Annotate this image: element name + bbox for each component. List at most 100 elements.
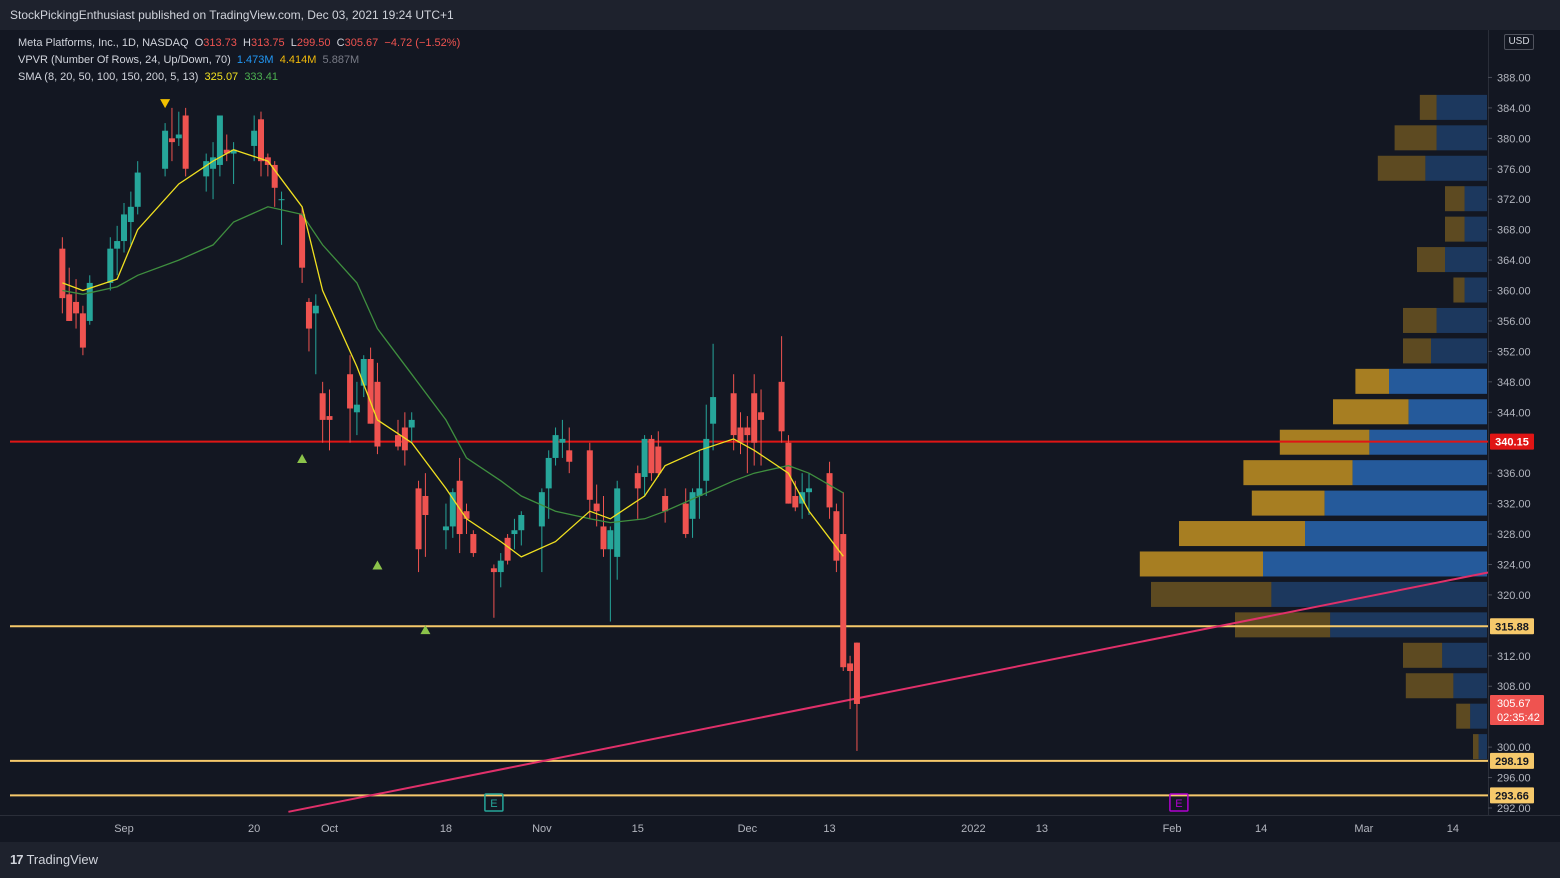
candle-body[interactable]	[312, 305, 319, 314]
candle-body[interactable]	[230, 149, 237, 154]
candle-body[interactable]	[59, 248, 66, 299]
candle-body[interactable]	[73, 301, 80, 314]
candle-body[interactable]	[552, 435, 559, 458]
candle-body[interactable]	[696, 488, 703, 496]
candle-body[interactable]	[127, 206, 134, 223]
candle-body[interactable]	[792, 495, 799, 508]
candle-body[interactable]	[593, 503, 600, 512]
candle-body[interactable]	[422, 495, 429, 516]
tradingview-logo[interactable]: 17 TradingView	[10, 852, 98, 867]
last-price-tag	[1490, 694, 1544, 725]
candle-body[interactable]	[456, 480, 463, 535]
candle-body[interactable]	[710, 397, 717, 424]
candle-body[interactable]	[271, 164, 278, 188]
candle-body[interactable]	[497, 560, 504, 573]
candle-body[interactable]	[833, 511, 840, 561]
price-chart[interactable]: E E 388.00 384.00 380.00 376.00 372.00 368.00 36…	[0, 30, 1560, 842]
candle-body[interactable]	[182, 115, 189, 169]
candle-body[interactable]	[442, 526, 449, 531]
candle-body[interactable]	[545, 457, 552, 489]
earnings-event-icon[interactable]	[484, 793, 504, 812]
candle-body[interactable]	[121, 214, 127, 242]
candle-body[interactable]	[511, 530, 518, 535]
time-axis[interactable]	[0, 815, 1488, 842]
candle-body[interactable]	[648, 438, 655, 474]
candle-body[interactable]	[641, 438, 648, 477]
candle-body[interactable]	[662, 495, 669, 512]
currency-badge[interactable]: USD	[1504, 34, 1534, 50]
candle-body[interactable]	[319, 393, 326, 420]
candle-body[interactable]	[758, 412, 765, 420]
candle-body[interactable]	[278, 199, 285, 201]
price-axis-label: 328.00	[1497, 529, 1531, 541]
candle-body[interactable]	[79, 313, 86, 348]
candle-body[interactable]	[730, 393, 737, 436]
candle-body[interactable]	[607, 530, 614, 550]
candle-body[interactable]	[223, 149, 230, 154]
candle-body[interactable]	[806, 488, 812, 493]
candle-body[interactable]	[415, 488, 422, 550]
price-tag-label: 340.15	[1495, 437, 1529, 449]
price-axis[interactable]	[1488, 30, 1560, 815]
candle-body[interactable]	[449, 492, 456, 527]
candle-body[interactable]	[347, 374, 354, 409]
volume-profile-down-bar	[1403, 642, 1443, 668]
candle-body[interactable]	[175, 134, 182, 139]
candle-body[interactable]	[210, 157, 217, 169]
candle-body[interactable]	[751, 393, 758, 443]
candle-body[interactable]	[168, 138, 175, 143]
candle-body[interactable]	[162, 130, 169, 169]
candle-body[interactable]	[538, 492, 545, 527]
candle-body[interactable]	[655, 446, 662, 474]
candle-body[interactable]	[840, 534, 847, 668]
candle-body[interactable]	[826, 473, 833, 508]
candle-body[interactable]	[353, 404, 360, 413]
candle-body[interactable]	[107, 248, 114, 283]
trendline[interactable]	[288, 571, 1489, 813]
legend-symbol[interactable]: Meta Platforms, Inc., 1D, NASDAQ	[18, 37, 189, 49]
candle-body[interactable]	[305, 301, 312, 329]
candle-body[interactable]	[374, 381, 381, 447]
candle-body[interactable]	[203, 161, 210, 177]
candle-body[interactable]	[689, 492, 696, 519]
candle-body[interactable]	[216, 115, 223, 165]
candle-body[interactable]	[258, 119, 264, 162]
candle-body[interactable]	[66, 294, 73, 321]
time-axis-label: 14	[1255, 823, 1267, 835]
candle-body[interactable]	[86, 282, 93, 321]
candle-body[interactable]	[367, 359, 374, 424]
candle-body[interactable]	[586, 450, 593, 500]
sma-fast-line[interactable]	[62, 148, 844, 558]
candle-body[interactable]	[703, 438, 710, 481]
candle-body[interactable]	[744, 427, 751, 436]
candle-body[interactable]	[600, 526, 607, 550]
candle-body[interactable]	[490, 568, 497, 573]
candle-body[interactable]	[114, 241, 121, 249]
legend-vpvr-down: 4.414M	[279, 54, 317, 66]
candle-body[interactable]	[737, 427, 744, 443]
candle-body[interactable]	[326, 416, 333, 420]
candle-body[interactable]	[853, 642, 860, 704]
earnings-event-icon[interactable]	[1169, 793, 1189, 812]
candle-body[interactable]	[682, 503, 689, 535]
candle-body[interactable]	[463, 511, 470, 519]
candle-body[interactable]	[778, 381, 785, 432]
plot-area[interactable]	[0, 30, 1488, 815]
legend-vpvr-row[interactable]: VPVR (Number Of Rows, 24, Up/Down, 70) 1…	[18, 52, 460, 69]
candle-body[interactable]	[634, 473, 641, 489]
candle-body[interactable]	[847, 663, 854, 672]
candle-body[interactable]	[559, 438, 566, 443]
candle-body[interactable]	[504, 537, 511, 561]
candle-body[interactable]	[134, 172, 141, 207]
candle-body[interactable]	[518, 515, 525, 531]
candle-body[interactable]	[408, 419, 415, 428]
candle-body[interactable]	[360, 359, 367, 386]
candle-body[interactable]	[470, 534, 477, 554]
sma-slow-line[interactable]	[62, 206, 844, 524]
candle-body[interactable]	[395, 435, 401, 447]
candle-body[interactable]	[614, 488, 621, 557]
candle-body[interactable]	[299, 214, 306, 268]
candle-body[interactable]	[566, 450, 573, 462]
legend-sma-row[interactable]: SMA (8, 20, 50, 100, 150, 200, 5, 13) 32…	[18, 69, 460, 86]
candle-body[interactable]	[251, 130, 258, 146]
